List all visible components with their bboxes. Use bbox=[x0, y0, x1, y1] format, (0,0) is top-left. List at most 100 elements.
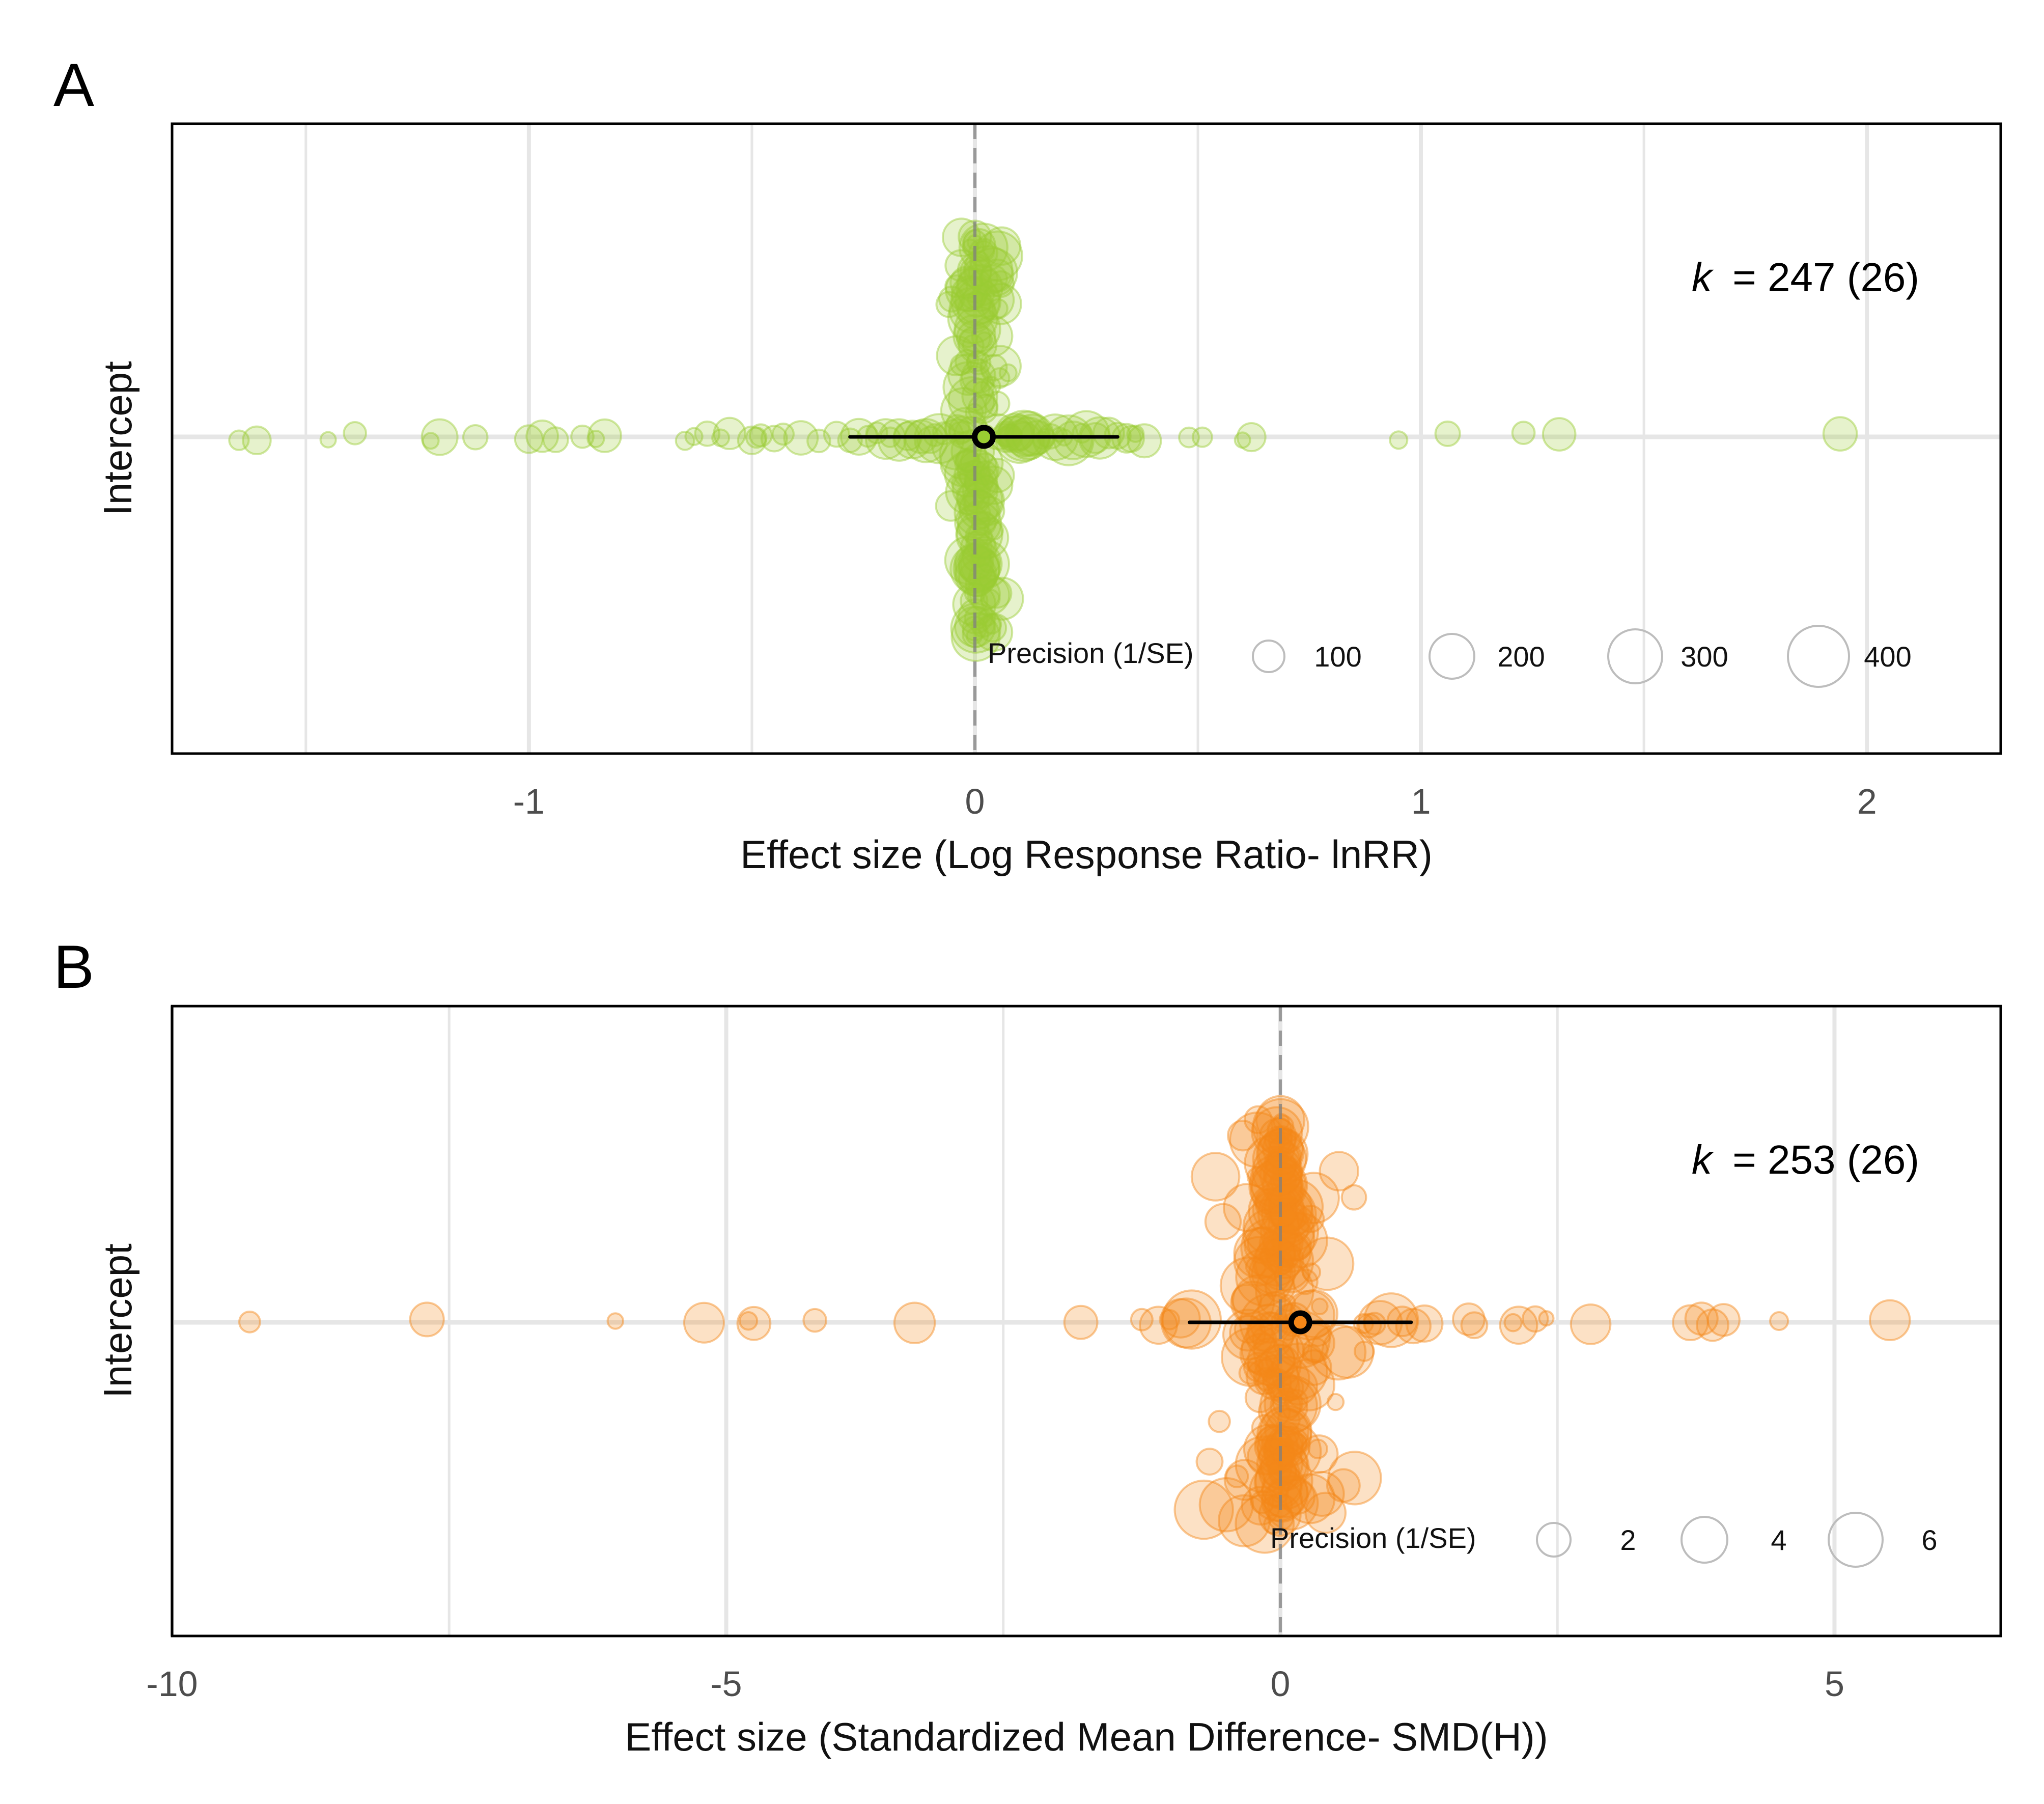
panel-a-effect-size-point bbox=[903, 418, 948, 463]
panel-a-effect-size-point bbox=[969, 574, 1011, 616]
panel-a-effect-size-point bbox=[961, 358, 997, 394]
panel-b-effect-size-point bbox=[1251, 1414, 1279, 1442]
panel-b-effect-size-point bbox=[1270, 1342, 1328, 1400]
panel-b-effect-size-point bbox=[1292, 1268, 1319, 1295]
panel-a-effect-size-point bbox=[950, 473, 971, 493]
panel-b-effect-size-point bbox=[1327, 1451, 1382, 1506]
panel-b-effect-size-point bbox=[1269, 1382, 1295, 1407]
panel-a-effect-size-point bbox=[954, 505, 990, 541]
panel-a-effect-size-point bbox=[745, 426, 768, 449]
panel-b-effect-size-point bbox=[1264, 1432, 1293, 1461]
panel-a-effect-size-point bbox=[950, 275, 988, 313]
panel-a-effect-size-point bbox=[957, 501, 1002, 546]
panel-a-effect-size-point bbox=[684, 427, 704, 446]
panel-a-effect-size-point bbox=[963, 466, 994, 497]
panel-b-effect-size-point bbox=[1269, 1425, 1311, 1467]
panel-b-effect-size-point bbox=[1272, 1156, 1296, 1181]
panel-a-effect-size-point bbox=[972, 452, 997, 478]
panel-a-effect-size-point bbox=[877, 418, 921, 462]
panel-a-effect-size-point bbox=[956, 516, 990, 551]
panel-a-effect-size-point bbox=[972, 230, 1023, 282]
panel-a-effect-size-point bbox=[760, 425, 788, 453]
panel-a-effect-size-point bbox=[944, 249, 977, 282]
panel-b-effect-size-point bbox=[1195, 1448, 1224, 1476]
panel-b-effect-size-point bbox=[1340, 1184, 1367, 1211]
panel-b-effect-size-point bbox=[1261, 1467, 1303, 1509]
panel-b-effect-size-point bbox=[1301, 1262, 1322, 1282]
panel-b-effect-size-point bbox=[1503, 1313, 1523, 1333]
panel-a-effect-size-point bbox=[962, 228, 996, 262]
panel-b-effect-size-point bbox=[1452, 1302, 1486, 1337]
panel-a-x-tick-label: 1 bbox=[1411, 782, 1431, 821]
panel-b-k-value: = 253 (26) bbox=[1732, 1137, 1919, 1182]
panel-a-effect-size-point bbox=[1126, 424, 1145, 443]
panel-b-mean-estimate-point bbox=[1288, 1310, 1312, 1335]
panel-b-effect-size-point bbox=[1263, 1437, 1290, 1465]
panel-a-effect-size-point bbox=[1043, 414, 1095, 466]
panel-a-effect-size-point bbox=[978, 269, 999, 289]
panel-b-effect-size-point bbox=[1282, 1358, 1336, 1412]
panel-a-effect-size-point bbox=[944, 535, 994, 586]
panel-b-effect-size-point bbox=[1363, 1292, 1419, 1348]
panel-a-effect-size-point bbox=[242, 425, 272, 456]
panel-b-effect-size-point bbox=[1252, 1187, 1298, 1233]
panel-b-effect-size-point bbox=[1238, 1361, 1262, 1385]
panel-a-effect-size-point bbox=[998, 363, 1018, 382]
panel-a-effect-size-point bbox=[694, 420, 721, 447]
panel-a-effect-size-point bbox=[954, 546, 1000, 592]
panel-b-sample-size-annotation: k = 253 (26) bbox=[1692, 1137, 1919, 1182]
panel-b-legend-size-key bbox=[1681, 1516, 1728, 1564]
panel-a-legend-size-label: 300 bbox=[1681, 641, 1728, 673]
panel-b-effect-size-point bbox=[1263, 1475, 1319, 1531]
panel-a-estimate bbox=[848, 124, 1119, 754]
panel-b-effect-size-point bbox=[1248, 1249, 1296, 1297]
panel-a-effect-size-point bbox=[422, 432, 440, 450]
panel-a-effect-size-point bbox=[525, 419, 559, 453]
panel-b-effect-size-point bbox=[1276, 1242, 1302, 1268]
panel-a-legend-size-label: 200 bbox=[1497, 641, 1545, 673]
panel-b-effect-size-point bbox=[1672, 1304, 1709, 1342]
panel-a-effect-size-point bbox=[944, 274, 968, 298]
panel-a-effect-size-point bbox=[982, 614, 1002, 635]
panel-a-effect-size-point bbox=[1234, 431, 1251, 449]
panel-b-effect-size-point bbox=[1254, 1231, 1314, 1292]
panel-b-effect-size-point bbox=[1264, 1183, 1313, 1232]
panel-a-effect-size-point bbox=[980, 576, 1024, 621]
panel-a-effect-size-point bbox=[945, 469, 991, 515]
panel-a-effect-size-point bbox=[978, 569, 998, 589]
panel-a-effect-size-point bbox=[987, 270, 1015, 298]
panel-a-effect-size-point bbox=[982, 226, 1022, 266]
panel-b-effect-size-point bbox=[1274, 1257, 1310, 1294]
panel-a-effect-size-point bbox=[938, 285, 965, 313]
panel-b-effect-size-point bbox=[1245, 1256, 1267, 1278]
panel-b-effect-size-point bbox=[1272, 1444, 1296, 1468]
panel-a-effect-size-point bbox=[1127, 423, 1162, 459]
panel-a-effect-size-point bbox=[978, 264, 1008, 293]
panel-b-effect-size-point bbox=[1235, 1435, 1293, 1494]
panel-b-effect-size-point bbox=[1254, 1351, 1280, 1377]
panel-b-data-points bbox=[238, 1095, 1911, 1554]
panel-a-x-tick-label: 2 bbox=[1857, 782, 1877, 821]
panel-b-effect-size-point bbox=[1262, 1162, 1307, 1208]
panel-b-effect-size-point bbox=[1267, 1205, 1310, 1248]
panel-b-effect-size-point bbox=[1243, 1226, 1281, 1264]
panel-b-x-tick-label: -10 bbox=[146, 1664, 198, 1704]
panel-a-effect-size-point bbox=[421, 418, 459, 456]
panel-b-effect-size-point bbox=[1223, 1459, 1266, 1501]
panel-b-effect-size-point bbox=[1268, 1125, 1297, 1154]
panel-b-effect-size-point bbox=[1267, 1457, 1298, 1487]
panel-label-b: B bbox=[53, 933, 94, 1001]
panel-a-legend-size-key bbox=[1252, 640, 1285, 673]
panel-b-effect-size-point bbox=[1257, 1184, 1317, 1244]
panel-b-effect-size-point bbox=[1255, 1261, 1314, 1321]
panel-b-effect-size-point bbox=[1277, 1374, 1304, 1402]
panel-b-effect-size-point bbox=[1271, 1217, 1315, 1262]
panel-b-effect-size-point bbox=[1262, 1367, 1285, 1390]
panel-a-effect-size-point bbox=[823, 421, 850, 448]
panel-a-effect-size-point bbox=[988, 367, 1011, 390]
panel-b-effect-size-point bbox=[1248, 1159, 1303, 1214]
panel-b-x-tick-label: 0 bbox=[1271, 1664, 1291, 1704]
panel-b-effect-size-point bbox=[1246, 1438, 1284, 1476]
panel-a-legend: Precision (1/SE) 100 200 300 400 bbox=[988, 625, 1912, 688]
panel-a-effect-size-point bbox=[975, 475, 999, 499]
